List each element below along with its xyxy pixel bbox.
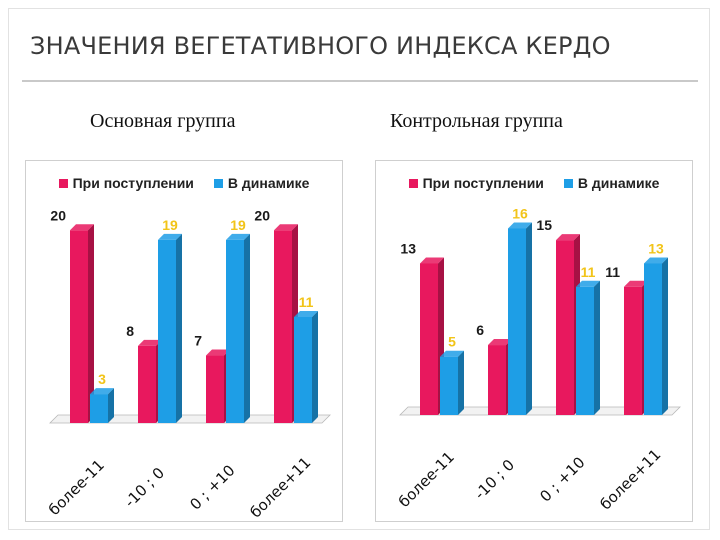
data-label: 20 (50, 207, 66, 223)
data-label: 6 (476, 322, 484, 338)
title-divider (22, 80, 698, 82)
slide-title: ЗНАЧЕНИЯ ВЕГЕТАТИВНОГО ИНДЕКСА КЕРДО (30, 32, 611, 60)
bar-top (138, 339, 162, 346)
bar-front (90, 394, 108, 423)
chart-legend: При поступлении В динамике (376, 175, 692, 191)
bar-side (594, 280, 600, 415)
bar-front (420, 263, 438, 415)
bar-top (226, 233, 250, 240)
bar-front (294, 317, 312, 423)
data-label: 20 (254, 207, 270, 223)
bar (70, 224, 94, 423)
bar-top (294, 311, 318, 317)
bar-top (556, 234, 580, 241)
bar-front (508, 228, 526, 415)
bar-side (458, 350, 464, 415)
legend-item-admission: При поступлении (408, 175, 544, 191)
bar-front (158, 239, 176, 423)
chart-legend: При поступлении В динамике (26, 175, 342, 191)
bar-side (662, 257, 668, 415)
data-label: 5 (448, 334, 456, 350)
bar-front (206, 355, 224, 423)
data-label: 13 (400, 240, 416, 256)
bar-side (88, 224, 94, 423)
legend-item-admission: При поступлении (58, 175, 194, 191)
bar-front (576, 286, 594, 415)
bar (508, 222, 532, 415)
bar (644, 257, 668, 415)
data-label: 19 (162, 217, 178, 233)
bar-top (624, 280, 648, 287)
subtitle-control-group: Контрольная группа (390, 110, 563, 132)
bar-front (644, 263, 662, 415)
bar-front (138, 345, 156, 423)
legend-swatch-admission (58, 178, 68, 188)
bar-front (440, 356, 458, 415)
category-label: более+11 (246, 453, 314, 521)
chart-main-group: При поступлении В динамике 20 3 более-11 8 1… (25, 160, 343, 522)
bar-side (244, 233, 250, 423)
data-label: 3 (98, 371, 106, 387)
bar-front (556, 240, 574, 415)
category-label: -10 ; 0 (471, 456, 518, 503)
bar-top (508, 222, 532, 229)
data-label: 11 (299, 294, 314, 310)
legend-label-admission: При поступлении (72, 175, 194, 191)
bar-side (312, 311, 318, 423)
bar-top (576, 280, 600, 287)
data-label: 19 (230, 217, 246, 233)
bar-top (70, 224, 94, 231)
bar-front (274, 230, 292, 423)
bar-top (644, 257, 668, 264)
bar-side (108, 388, 114, 423)
data-label: 11 (581, 264, 596, 280)
legend-label-dynamics: В динамике (577, 175, 660, 191)
legend-item-dynamics: В динамике (563, 175, 660, 191)
legend-swatch-dynamics (213, 178, 223, 188)
data-label: 13 (648, 240, 664, 256)
legend-swatch-dynamics (563, 178, 573, 188)
category-label: более+11 (596, 445, 664, 513)
bar (576, 280, 600, 415)
data-label: 11 (605, 264, 620, 280)
legend-item-dynamics: В динамике (213, 175, 310, 191)
bar-top (206, 349, 230, 356)
data-label: 8 (126, 323, 134, 339)
bar (294, 311, 318, 423)
bar-top (90, 388, 114, 395)
bar-front (624, 286, 642, 415)
category-label: -10 ; 0 (121, 464, 168, 511)
chart-plot-control: 13 5 более-11 6 16 -10 ; 0 15 11 0 ; +10 11 13 боле… (395, 205, 681, 513)
bar-top (488, 339, 512, 346)
bar-top (158, 233, 182, 240)
bar-front (488, 345, 506, 415)
data-label: 16 (512, 205, 528, 221)
category-label: более-11 (45, 456, 108, 519)
bar-side (176, 233, 182, 423)
bar (440, 350, 464, 415)
category-label: 0 ; +10 (186, 461, 238, 513)
bar (226, 233, 250, 423)
bar-top (440, 350, 464, 357)
chart-control-group: При поступлении В динамике 13 5 более-11 6 1… (375, 160, 693, 522)
bar-top (420, 257, 444, 264)
subtitle-main-group: Основная группа (90, 110, 236, 132)
bar-front (226, 239, 244, 423)
bar-top (274, 224, 298, 231)
category-label: более-11 (395, 448, 458, 511)
legend-label-admission: При поступлении (422, 175, 544, 191)
bar (158, 233, 182, 423)
data-label: 7 (194, 333, 202, 349)
bar (90, 388, 114, 423)
bar-side (526, 222, 532, 415)
category-label: 0 ; +10 (536, 453, 588, 505)
bar-front (70, 230, 88, 423)
legend-swatch-admission (408, 178, 418, 188)
chart-plot-main: 20 3 более-11 8 19 -10 ; 0 7 19 0 ; +10 20 11 более… (45, 207, 331, 521)
data-label: 15 (536, 217, 552, 233)
legend-label-dynamics: В динамике (227, 175, 310, 191)
